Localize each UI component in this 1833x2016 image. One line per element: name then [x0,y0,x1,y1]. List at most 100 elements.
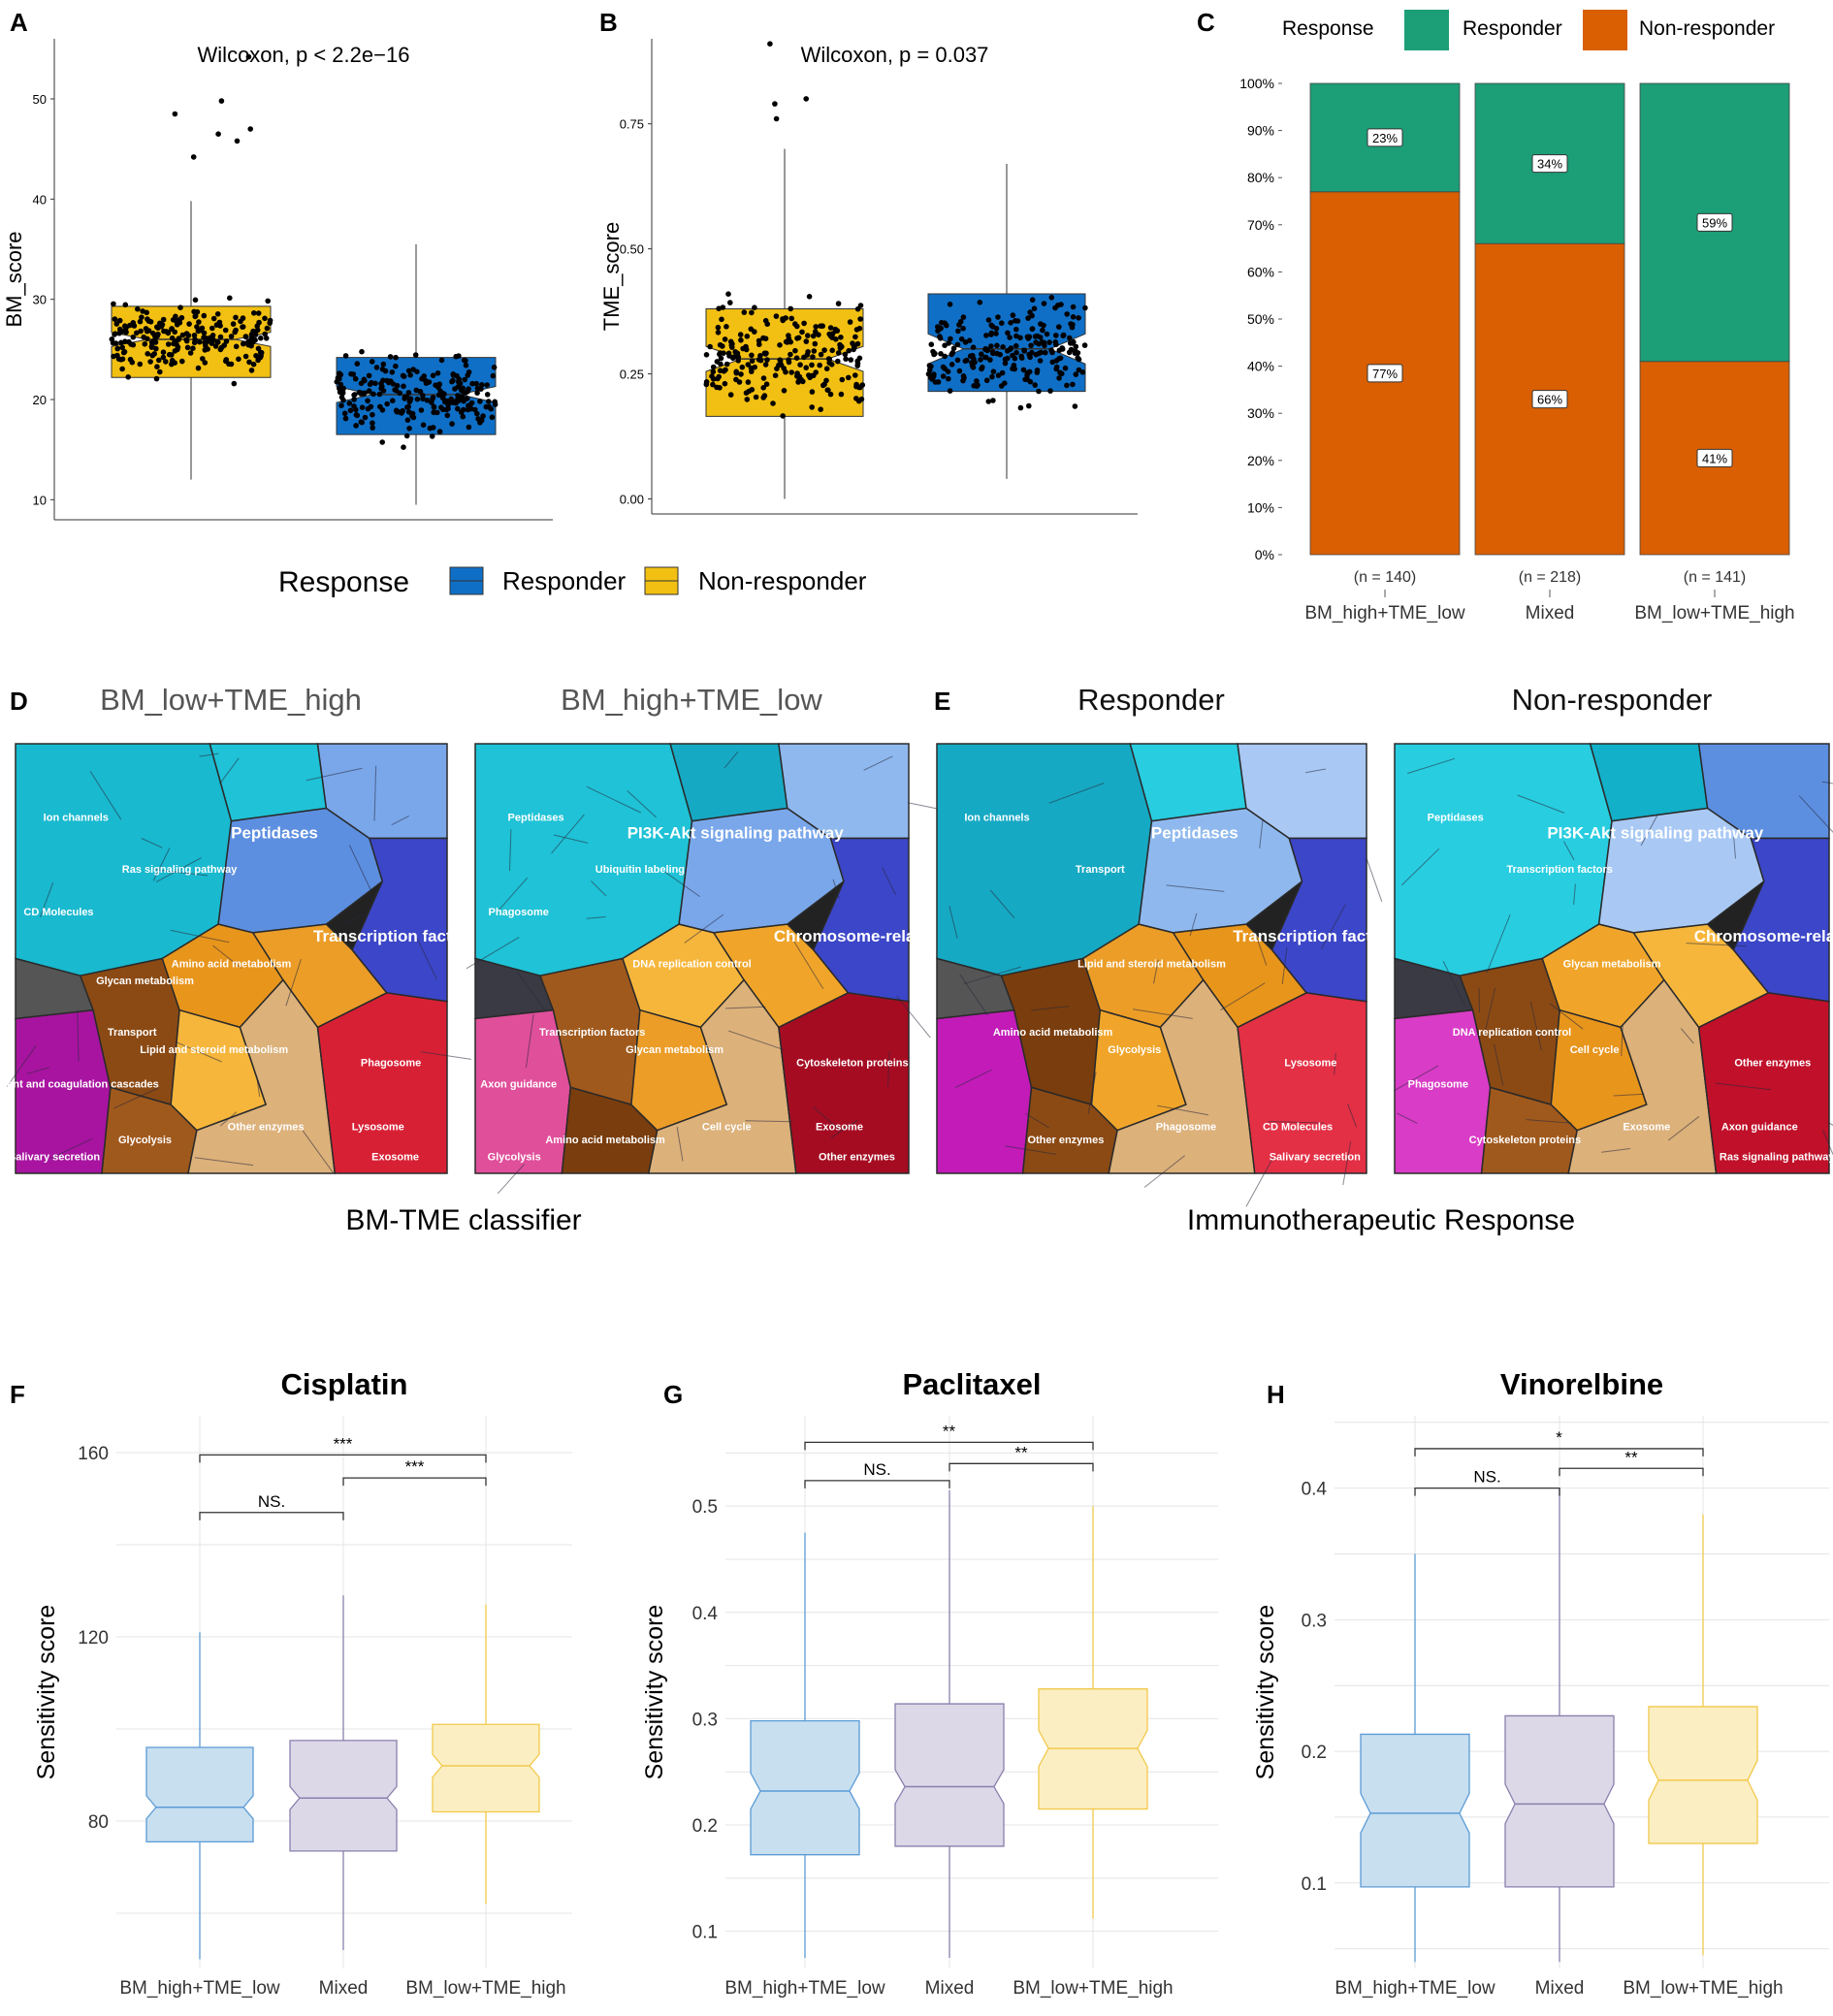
chart-a-point [192,297,199,304]
chart-b-point [803,365,809,371]
chart-b-point [777,342,783,348]
proteomap-title: Non-responder [1512,683,1713,717]
chart-c-legend-label-responder: Responder [1463,17,1562,40]
chart-b-point [752,364,757,370]
chart-a-point [412,352,419,358]
proteomap-cell-edge [1334,1052,1336,1075]
proteomap-cell-edge [896,995,931,1039]
chart-a-point [435,384,441,391]
chart-b-point [1047,388,1053,394]
proteomap-label: Ras signaling pathway [1720,1152,1833,1164]
chart-h-significance-label: NS. [1473,1468,1500,1487]
chart-b-point [857,316,863,322]
proteomap-cell-edge [391,815,409,826]
chart-b-point [718,355,724,362]
chart-g-y-tick-label: 0.1 [692,1923,718,1943]
chart-a-point [420,422,427,429]
chart-a-point [478,386,484,393]
chart-b-point [1037,335,1044,340]
chart-a-point [190,154,197,160]
chart-a-point [190,345,196,352]
chart-a-point [414,396,421,402]
chart-a-point [461,357,467,364]
chart-a-point [474,390,480,397]
proteomap-3: Non-responder PI3K-Akt signaling pathway C… [1394,683,1833,1174]
chart-a-point [201,312,208,319]
chart-b-point [1026,334,1033,340]
chart-b-point [805,333,811,338]
chart-b-point [780,316,786,322]
chart-f-significance-bracket [342,1477,487,1487]
chart-c-data-label-box [1696,212,1733,232]
chart-b-point [810,354,816,360]
proteomap-cell-edge [627,790,657,818]
chart-b-point [985,399,992,404]
chart-g-significance-bracket [949,1462,1094,1472]
chart-a-point [401,373,407,379]
proteomap-label: Chromosome-related [1694,927,1833,945]
chart-a-point [200,356,206,362]
chart-a-point [202,347,209,353]
proteomap-cell-edge [341,913,364,924]
proteomap-cell-edge [1133,1008,1193,1019]
chart-b-point [1031,305,1038,312]
proteomap-cell-edge [1048,783,1105,804]
chart-a-point [262,315,268,322]
chart-b-point [854,305,861,312]
chart-b-point [989,349,996,355]
proteomap-cell-edge [1394,1065,1439,1092]
chart-a-point [194,324,200,330]
proteomap-label: Lipid and steroid metabolism [140,1044,288,1056]
proteomap-label: Exosome [816,1122,863,1134]
chart-b-point [812,329,819,335]
chart-b-point [932,379,939,385]
proteomap-cell-edge [1680,1028,1694,1044]
chart-a-point [267,317,273,324]
proteomap-label: Phagosome [361,1057,421,1069]
chart-b-point [846,374,852,381]
proteomap-cell-edge [306,767,363,782]
proteomap-label: Transcription factors [539,1027,645,1039]
chart-a-point [196,319,202,325]
proteomap-cell-edge [175,1040,222,1063]
chart-a-point [389,369,396,375]
chart-a-point [183,337,190,344]
chart-a-point [347,407,354,414]
proteomap-cell-edge [113,1087,159,1109]
chart-a-point [370,420,375,427]
chart-f-significance-bracket [199,1512,344,1520]
proteomap-cell-edge [1517,794,1565,814]
proteomap-cell-edge [1715,1082,1772,1091]
chart-a-point [153,345,159,352]
chart-a-point [461,406,466,413]
chart-a-point [112,316,118,322]
chart-a-point [410,367,416,372]
chart-a-point [187,350,194,356]
chart-a-point [242,353,249,360]
proteomap-label: Salivary secretion [1270,1152,1361,1164]
chart-b-point [1013,342,1019,349]
chart-a-point [119,328,126,335]
proteomap-cell-edge [497,1164,525,1195]
chart-c-y-tick-label: 40% [1247,359,1274,374]
chart-a-point [258,353,264,359]
chart-a-point [359,348,365,355]
chart-b-point [962,358,969,365]
proteomap-title: BM_high+TME_low [561,683,822,717]
chart-b-point [843,356,849,363]
chart-b-point [970,365,977,370]
chart-b-point [1073,371,1079,377]
chart-h-significance-bracket [1414,1448,1704,1456]
chart-h-significance-bracket [1414,1487,1560,1496]
proteomap-cell-edge [6,1045,37,1087]
chart-b-point [1026,368,1033,375]
chart-a-point [157,320,163,327]
chart-c-legend-swatch-responder [1404,10,1449,50]
chart-b-point [1027,378,1034,385]
chart-b: 0.00 0.25 0.50 0.75 Wilcoxon, p = 0.037 TME_s… [599,39,1138,515]
chart-b-point [741,309,748,315]
chart-a-point [247,126,253,132]
proteomap-cell-edge [1268,1121,1325,1124]
chart-a-point [387,354,394,360]
chart-a-point [445,402,451,408]
